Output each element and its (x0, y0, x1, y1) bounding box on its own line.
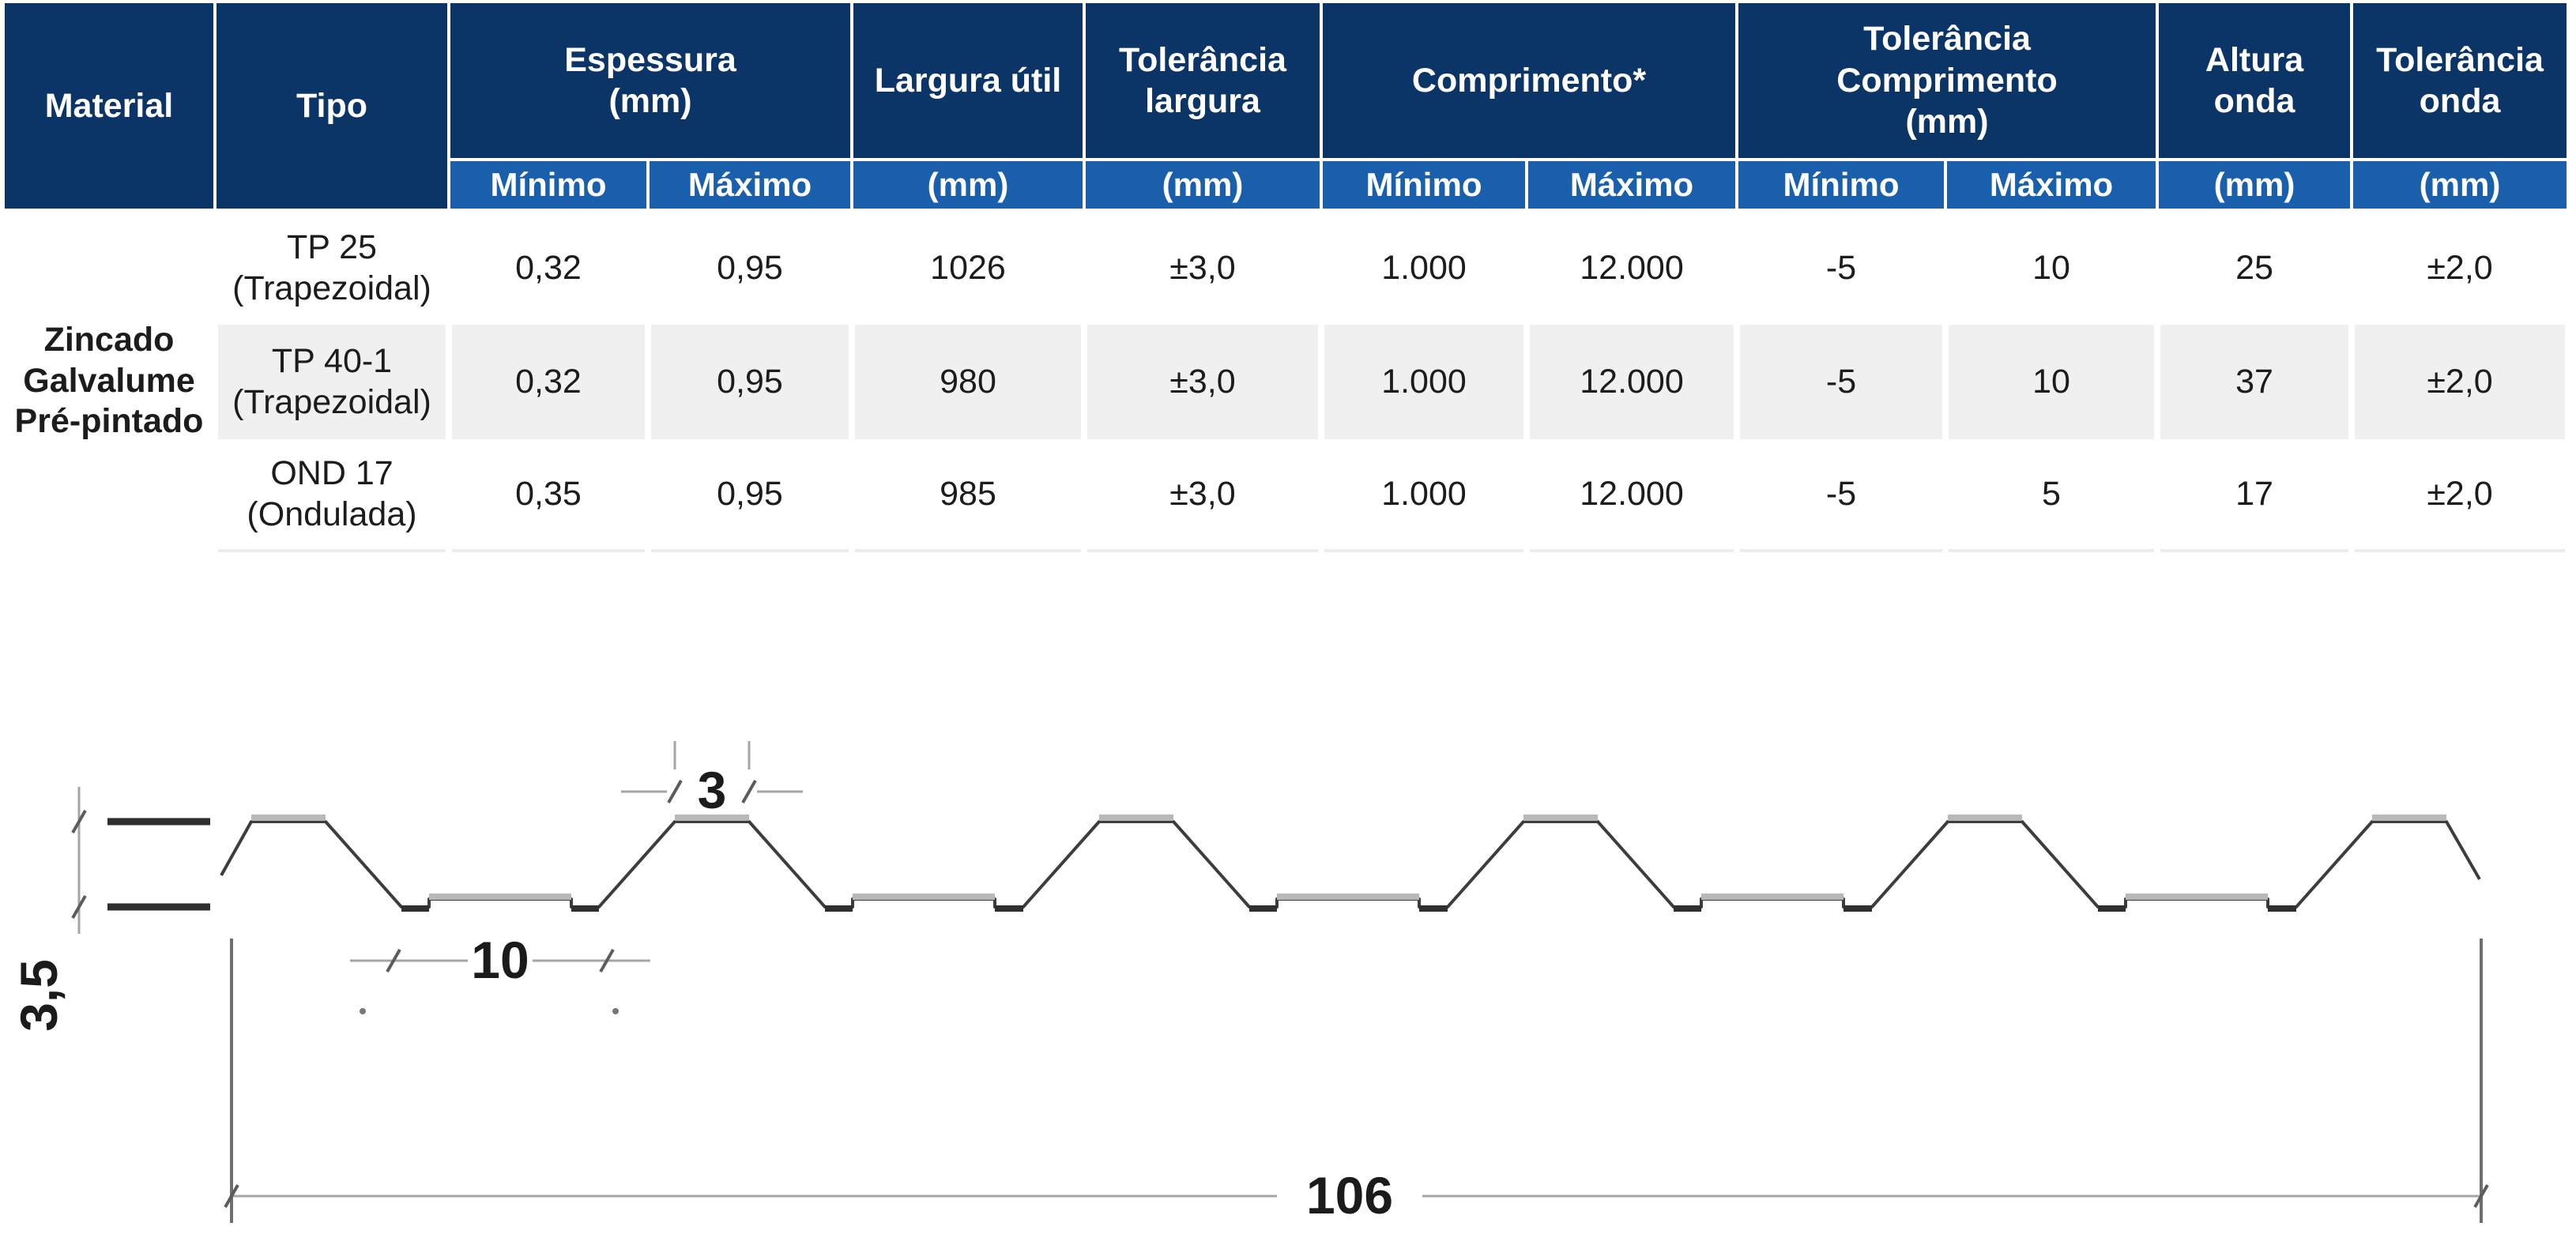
cell-altura-onda: 25 (2154, 210, 2356, 325)
cell-tol-comp-max: 10 (1942, 210, 2161, 325)
tick-mark (667, 780, 683, 803)
cell-largura: 980 (849, 325, 1087, 439)
tipo-cell: TP 25 (Trapezoidal) (212, 210, 452, 325)
dim-total-width: 106 (224, 939, 2489, 1225)
cell-largura: 985 (849, 439, 1087, 552)
dim-crest-width: 3 (621, 741, 803, 819)
cell-tol-largura: ±3,0 (1081, 210, 1324, 325)
col-header-espessura: Espessura (mm) (447, 0, 853, 161)
subheader-espessura-minimo: Mínimo (447, 158, 650, 212)
cell-esp-min: 0,32 (446, 210, 651, 325)
tick-mark (71, 810, 87, 833)
cell-comp-min: 1.000 (1318, 439, 1530, 552)
cell-comp-max: 12.000 (1523, 210, 1741, 325)
spec-table: Material Tipo Espessura (mm) Largura úti… (0, 0, 2572, 552)
tick-mark (71, 895, 87, 919)
cell-esp-min: 0,35 (446, 439, 651, 552)
col-header-tolerancia-onda: Tolerância onda (2350, 0, 2570, 161)
subheader-largura-mm: (mm) (850, 158, 1086, 212)
cell-tol-comp-min: -5 (1734, 325, 1949, 439)
subheader-tolerancia-comprimento-minimo: Mínimo (1735, 158, 1948, 212)
subheader-comprimento-maximo: Máximo (1524, 158, 1739, 212)
cell-tol-comp-min: -5 (1734, 210, 1949, 325)
cell-esp-max: 0,95 (645, 325, 855, 439)
cell-tol-comp-min: -5 (1734, 439, 1949, 552)
subheader-tolerancia-largura-mm: (mm) (1083, 158, 1323, 212)
col-header-tolerancia-comprimento: Tolerância Comprimento (mm) (1735, 0, 2160, 161)
cell-comp-max: 12.000 (1523, 439, 1741, 552)
dim-profile-height: 3,5 (9, 787, 87, 1032)
col-header-comprimento: Comprimento* (1319, 0, 1739, 161)
subheader-comprimento-minimo: Mínimo (1320, 158, 1528, 212)
dim-height-label: 3,5 (9, 959, 68, 1032)
col-header-tolerancia-largura: Tolerância largura (1083, 0, 1323, 161)
cell-altura-onda: 17 (2154, 439, 2356, 552)
tick-mark (741, 780, 757, 803)
dim-total-label: 106 (1306, 1166, 1393, 1225)
tick-mark (599, 949, 615, 973)
cell-largura: 1026 (849, 210, 1087, 325)
dim-valley-label: 10 (471, 931, 529, 989)
table-row: TP 40-1 (Trapezoidal) 0,32 0,95 980 ±3,0… (3, 325, 2572, 439)
table-row: Zincado Galvalume Pré-pintado TP 25 (Tra… (0, 210, 2572, 551)
reference-dot (612, 1008, 619, 1014)
cell-comp-min: 1.000 (1318, 325, 1530, 439)
header-row-sub: Mínimo Máximo (mm) (mm) Mínimo Máximo Mí… (3, 158, 2570, 212)
subheader-tolerancia-comprimento-maximo: Máximo (1944, 158, 2160, 212)
dim-crest-label: 3 (698, 761, 727, 819)
tick-mark (2473, 1184, 2489, 1208)
tick-mark (386, 949, 401, 973)
col-header-material: Material (2, 0, 217, 212)
tipo-cell: TP 40-1 (Trapezoidal) (212, 325, 452, 439)
cell-tol-onda: ±2,0 (2348, 210, 2572, 325)
subheader-espessura-maximo: Máximo (646, 158, 853, 212)
subheader-altura-onda-mm: (mm) (2156, 158, 2354, 212)
reference-dot (360, 1008, 366, 1014)
cell-tol-onda: ±2,0 (2348, 325, 2572, 439)
cell-tol-onda: ±2,0 (2348, 439, 2572, 552)
profile-drawing: 3,5 (9, 741, 2489, 1225)
cell-tol-largura: ±3,0 (1081, 439, 1324, 552)
col-header-largura-util: Largura útil (850, 0, 1086, 161)
table-row: OND 17 (Ondulada) 0,35 0,95 985 ±3,0 1.0… (3, 439, 2572, 552)
dim-valley-width: 10 (350, 931, 650, 1014)
tipo-cell: OND 17 (Ondulada) (212, 439, 452, 552)
col-header-tipo: Tipo (213, 0, 450, 212)
col-header-altura-onda: Altura onda (2156, 0, 2354, 161)
cell-tol-comp-max: 5 (1942, 439, 2161, 552)
subheader-tolerancia-onda-mm: (mm) (2350, 158, 2570, 212)
cell-esp-min: 0,32 (446, 325, 651, 439)
cell-tol-comp-max: 10 (1942, 325, 2161, 439)
cell-comp-min: 1.000 (1318, 210, 1530, 325)
cell-altura-onda: 37 (2154, 325, 2356, 439)
cell-comp-max: 12.000 (1523, 325, 1741, 439)
cell-esp-max: 0,95 (645, 439, 855, 552)
material-cell: Zincado Galvalume Pré-pintado (0, 210, 218, 551)
header-row-main: Material Tipo Espessura (mm) Largura úti… (2, 0, 2570, 212)
cell-esp-max: 0,95 (645, 210, 855, 325)
tick-mark (224, 1184, 239, 1208)
cell-tol-largura: ±3,0 (1081, 325, 1324, 439)
